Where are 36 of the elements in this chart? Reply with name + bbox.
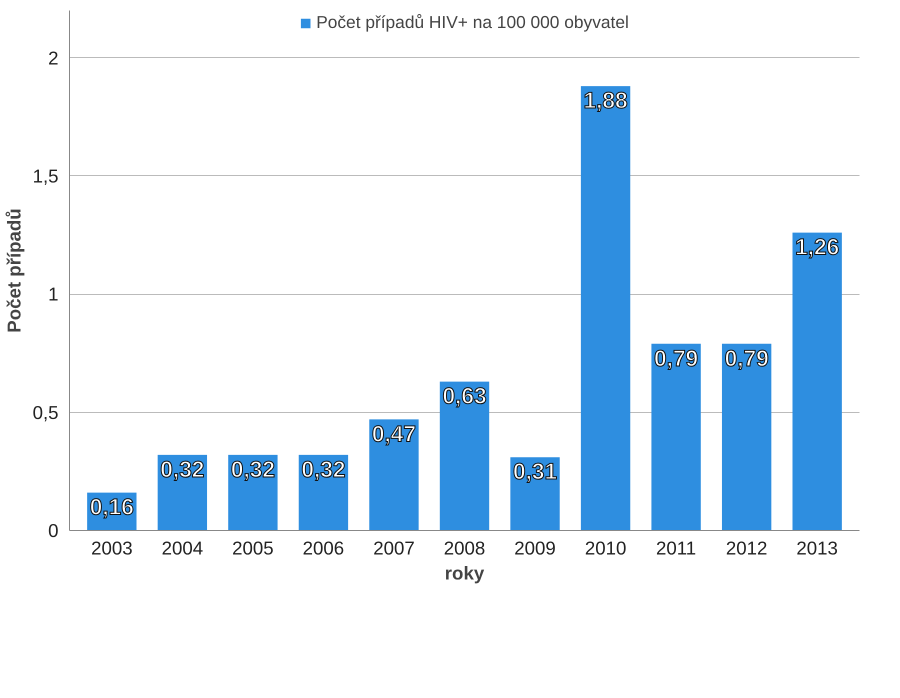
x-tick-label: 2013 xyxy=(796,538,838,558)
bar xyxy=(369,419,419,530)
x-tick-label: 2010 xyxy=(584,538,626,558)
bar xyxy=(792,232,842,530)
x-axis-title: roky xyxy=(444,562,485,584)
x-tick-label: 2007 xyxy=(373,538,415,558)
legend-label: Počet případů HIV+ na 100 000 obyvatel xyxy=(316,12,629,33)
x-tick-label: 2009 xyxy=(514,538,556,558)
data-label: 0,79 xyxy=(654,344,698,371)
data-label: 0,79 xyxy=(724,344,769,371)
data-label: 0,32 xyxy=(301,456,346,482)
y-tick-label: 1,5 xyxy=(32,165,59,186)
data-label: 0,47 xyxy=(372,420,416,446)
bar xyxy=(580,86,630,530)
bar xyxy=(722,344,772,530)
data-label: 0,16 xyxy=(90,494,134,520)
y-tick-label: 0,5 xyxy=(32,402,59,423)
y-axis-title: Počet případů xyxy=(4,208,25,333)
x-tick-label: 2011 xyxy=(656,538,696,558)
bar xyxy=(651,344,701,530)
data-label: 0,63 xyxy=(442,382,487,409)
data-label: 0,32 xyxy=(230,456,275,482)
x-tick-label: 2006 xyxy=(302,538,344,558)
x-tick-label: 2005 xyxy=(232,538,274,558)
data-label: 0,31 xyxy=(512,458,558,484)
y-tick-label: 0 xyxy=(48,520,59,541)
data-label: 1,26 xyxy=(795,234,840,260)
data-label: 0,32 xyxy=(160,456,204,482)
bar xyxy=(440,382,490,530)
y-tick-label: 1 xyxy=(48,284,59,305)
data-label: 1,88 xyxy=(584,87,628,114)
y-tick-label: 2 xyxy=(48,47,59,68)
x-tick-label: 2003 xyxy=(91,538,133,558)
x-tick-label: 2004 xyxy=(162,538,204,558)
x-tick-label: 2012 xyxy=(726,538,768,558)
x-tick-label: 2008 xyxy=(444,538,486,558)
